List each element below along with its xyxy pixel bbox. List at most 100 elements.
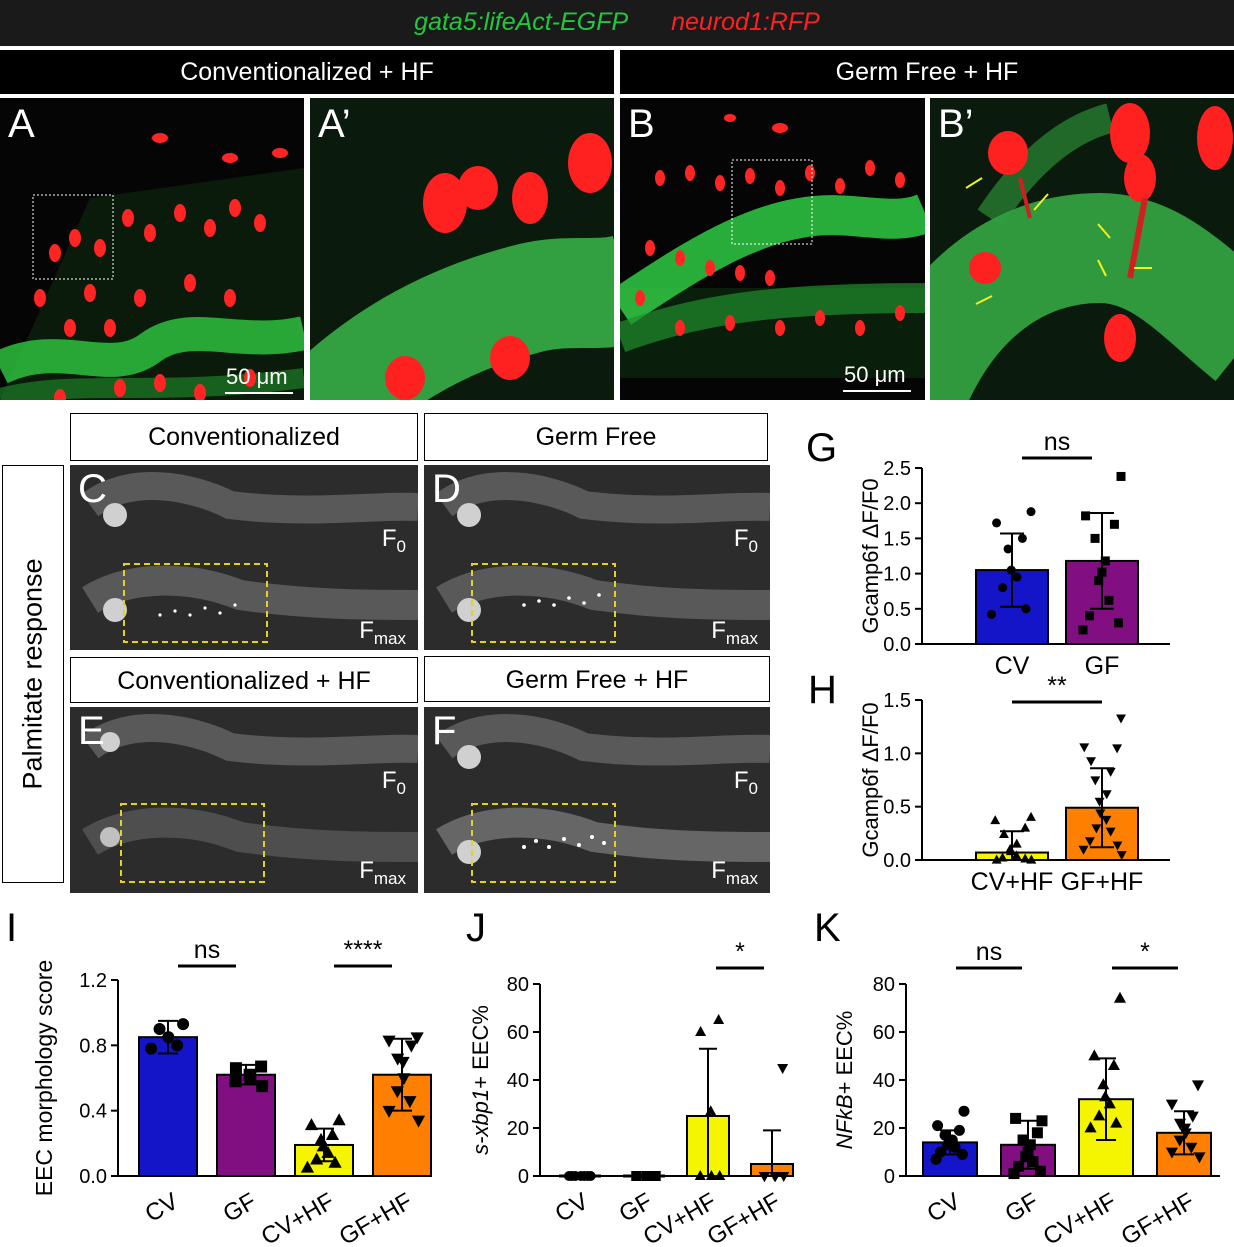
chart-g-point bbox=[1100, 556, 1110, 566]
scale-bar-a bbox=[225, 392, 293, 394]
chart-k-point bbox=[1020, 1151, 1032, 1163]
chart-h-point bbox=[1078, 845, 1089, 855]
chart-g-point bbox=[1104, 595, 1114, 605]
chart-i-xlabel: GF bbox=[219, 1188, 261, 1228]
micrograph-a-prime: A’ bbox=[310, 98, 614, 400]
chart-h-xlabel: GF+HF bbox=[1061, 868, 1144, 896]
panel-label-h: H bbox=[808, 668, 837, 712]
chart-h-point bbox=[1101, 815, 1112, 825]
chart-g-ytick-label: 2.5 bbox=[883, 458, 911, 480]
palmitate-response-label: Palmitate response bbox=[2, 465, 64, 883]
chart-i-xlabel: CV bbox=[141, 1188, 183, 1228]
chart-h-sig-label: ** bbox=[1047, 676, 1067, 700]
chart-i-point bbox=[171, 1039, 184, 1052]
chart-i-point bbox=[162, 1031, 175, 1044]
chart-g-point bbox=[1116, 471, 1126, 481]
chart-k-sig-label: * bbox=[1140, 938, 1150, 966]
chart-g-ytick-label: 0.5 bbox=[883, 599, 911, 621]
chart-h-point bbox=[997, 852, 1008, 862]
chart-h-point bbox=[1112, 744, 1123, 754]
chart-k-point bbox=[1093, 1109, 1106, 1121]
chart-g-point bbox=[1109, 519, 1119, 529]
chart-g-point bbox=[1026, 507, 1036, 517]
chart-k-point bbox=[1010, 1112, 1022, 1124]
chart-h-point bbox=[1116, 714, 1126, 724]
chart-h-ylabel: Gcamp6f ΔF/F0 bbox=[858, 702, 883, 857]
chart-g-point bbox=[987, 609, 997, 619]
scale-bar-b bbox=[843, 390, 911, 392]
panel-label-b-prime: B’ bbox=[938, 102, 974, 146]
micrograph-b: B 50 μm bbox=[620, 98, 925, 400]
f0-label-e: F0 bbox=[381, 767, 406, 798]
chart-h-point bbox=[1079, 743, 1090, 753]
chart-g-ylabel: Gcamp6f ΔF/F0 bbox=[858, 478, 883, 633]
chart-j-point bbox=[713, 1014, 725, 1024]
chart-h-point bbox=[1026, 854, 1037, 864]
chart-h-point bbox=[1020, 853, 1031, 863]
chart-k-point bbox=[1193, 1152, 1206, 1164]
chart-i-point bbox=[304, 1118, 319, 1131]
chart-i-point bbox=[390, 1086, 404, 1099]
chart-i-ylabel: EEC morphology score bbox=[31, 960, 57, 1197]
chart-k-point bbox=[1165, 1099, 1178, 1111]
chart-j-point bbox=[695, 1026, 707, 1036]
chart-k-ylabel-gene: NFkB bbox=[832, 1094, 857, 1149]
chart-j-point bbox=[631, 1171, 642, 1181]
chart-i-point bbox=[410, 1032, 424, 1045]
calcium-image-f-fish bbox=[435, 714, 770, 883]
chart-j-ylabel-rest: + EEC% bbox=[468, 1005, 493, 1089]
chart-j-point bbox=[769, 1172, 781, 1182]
chart-i-sig-label: **** bbox=[344, 936, 383, 964]
chart-g-point bbox=[1090, 533, 1100, 543]
chart-i-point bbox=[310, 1152, 324, 1165]
chart-h-point bbox=[991, 854, 1002, 864]
micrograph-a-image bbox=[0, 133, 304, 400]
chart-h-ytick-label: 0.0 bbox=[883, 850, 911, 872]
chart-g-point bbox=[1078, 625, 1088, 635]
chart-k-ytick-label: 40 bbox=[873, 1070, 895, 1092]
calcium-image-e: E F0 Fmax bbox=[70, 707, 418, 893]
chart-g-point bbox=[1081, 511, 1091, 521]
calcium-image-d: D F0 Fmax bbox=[424, 465, 770, 650]
chart-h-ytick-label: 1.0 bbox=[883, 743, 911, 765]
chart-j-point bbox=[650, 1171, 661, 1181]
chart-i-point bbox=[382, 1035, 396, 1048]
chart-i-bar-cv bbox=[138, 1036, 198, 1177]
fmax-label-c: Fmax bbox=[359, 617, 406, 648]
chart-i-point bbox=[328, 1155, 342, 1168]
chart-k-xlabel: GF bbox=[1001, 1188, 1043, 1228]
chart-k-point bbox=[1034, 1165, 1046, 1177]
chart-k-point bbox=[953, 1124, 965, 1136]
header-conventionalized-hf: Conventionalized + HF bbox=[70, 657, 418, 703]
chart-k-point bbox=[1008, 1168, 1020, 1180]
chart-i-point bbox=[325, 1127, 340, 1140]
chart-i-point bbox=[411, 1115, 426, 1128]
chart-i-point bbox=[256, 1080, 269, 1093]
calcium-image-f: F F0 Fmax bbox=[424, 707, 770, 893]
chart-g-xlabel: GF bbox=[1085, 652, 1120, 680]
chart-j-point bbox=[778, 1172, 790, 1182]
chart-k-point bbox=[1186, 1111, 1199, 1123]
chart-h-point bbox=[1105, 827, 1116, 837]
chart-j-point bbox=[777, 1064, 789, 1074]
chart-i-ytick-label: 0.4 bbox=[79, 1101, 107, 1123]
micrograph-a: A 50 μm bbox=[0, 98, 304, 400]
chart-g-point bbox=[998, 583, 1008, 593]
chart-h-ytick-label: 0.5 bbox=[883, 797, 911, 819]
chart-j-ytick-label: 40 bbox=[507, 1070, 529, 1092]
f0-label-d: F0 bbox=[733, 525, 758, 556]
micrograph-a-prime-image bbox=[310, 98, 614, 400]
panel-label-f: F bbox=[432, 709, 457, 753]
chart-k-ylabel: NFkB+ EEC% bbox=[832, 1011, 857, 1150]
chart-h-xlabel: CV+HF bbox=[971, 868, 1054, 896]
chart-k-point bbox=[1024, 1139, 1036, 1151]
chart-g-ytick-label: 2.0 bbox=[883, 493, 911, 515]
chart-k-point bbox=[1165, 1147, 1178, 1159]
chart-k-point bbox=[1013, 1160, 1025, 1172]
chart-j-point bbox=[758, 1172, 770, 1182]
chart-g-ytick-label: 1.0 bbox=[883, 564, 911, 586]
condition-header-cv-hf: Conventionalized + HF bbox=[0, 50, 614, 94]
panel-label-i: I bbox=[6, 906, 18, 950]
chart-i-ytick-label: 0.8 bbox=[79, 1035, 107, 1057]
